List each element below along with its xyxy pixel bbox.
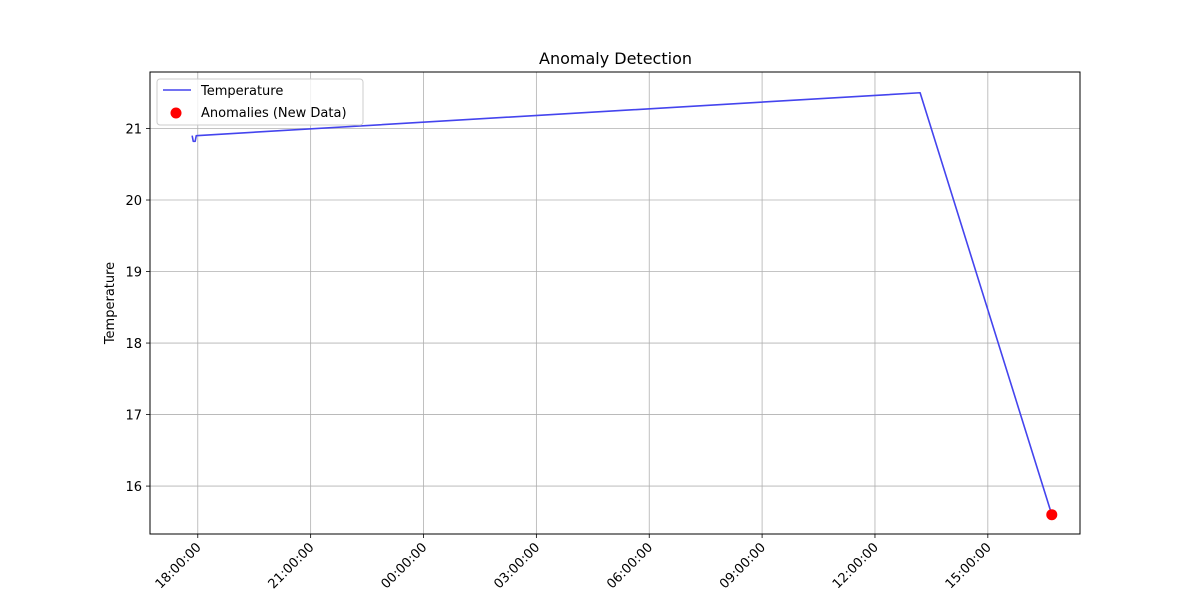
x-tick-label: 21:00:00 — [266, 540, 318, 592]
legend: Temperature Anomalies (New Data) — [156, 78, 364, 126]
x-tick-label: 09:00:00 — [717, 540, 769, 592]
grid-lines — [150, 72, 1080, 534]
legend-anomaly-label: Anomalies (New Data) — [201, 106, 347, 121]
y-axis-title: Temperature — [103, 262, 118, 345]
y-tick-label: 17 — [125, 409, 142, 424]
y-tick-label: 21 — [125, 122, 142, 137]
x-tick-label: 00:00:00 — [378, 540, 430, 592]
legend-box — [156, 78, 364, 126]
x-tick-label: 03:00:00 — [491, 540, 543, 592]
y-tick-label: 19 — [125, 266, 142, 281]
x-tick-label: 12:00:00 — [830, 540, 882, 592]
anomaly-point — [1046, 509, 1058, 521]
legend-anomaly-swatch — [170, 107, 182, 119]
x-tick-label: 06:00:00 — [604, 540, 656, 592]
y-axis: 16 17 18 19 20 21 — [125, 122, 150, 495]
x-tick-label: 15:00:00 — [943, 540, 995, 592]
chart-title: Anomaly Detection — [539, 49, 692, 68]
series-layer — [191, 91, 1058, 521]
x-tick-label: 18:00:00 — [153, 540, 205, 592]
legend-temperature-label: Temperature — [200, 84, 283, 99]
y-tick-label: 20 — [125, 194, 142, 209]
y-tick-label: 18 — [125, 337, 142, 352]
temperature-line — [191, 91, 1053, 515]
plot-frame — [149, 71, 1081, 535]
x-axis: 18:00:00 21:00:00 00:00:00 03:00:00 06:00:00… — [153, 534, 995, 592]
y-tick-label: 16 — [125, 480, 142, 495]
